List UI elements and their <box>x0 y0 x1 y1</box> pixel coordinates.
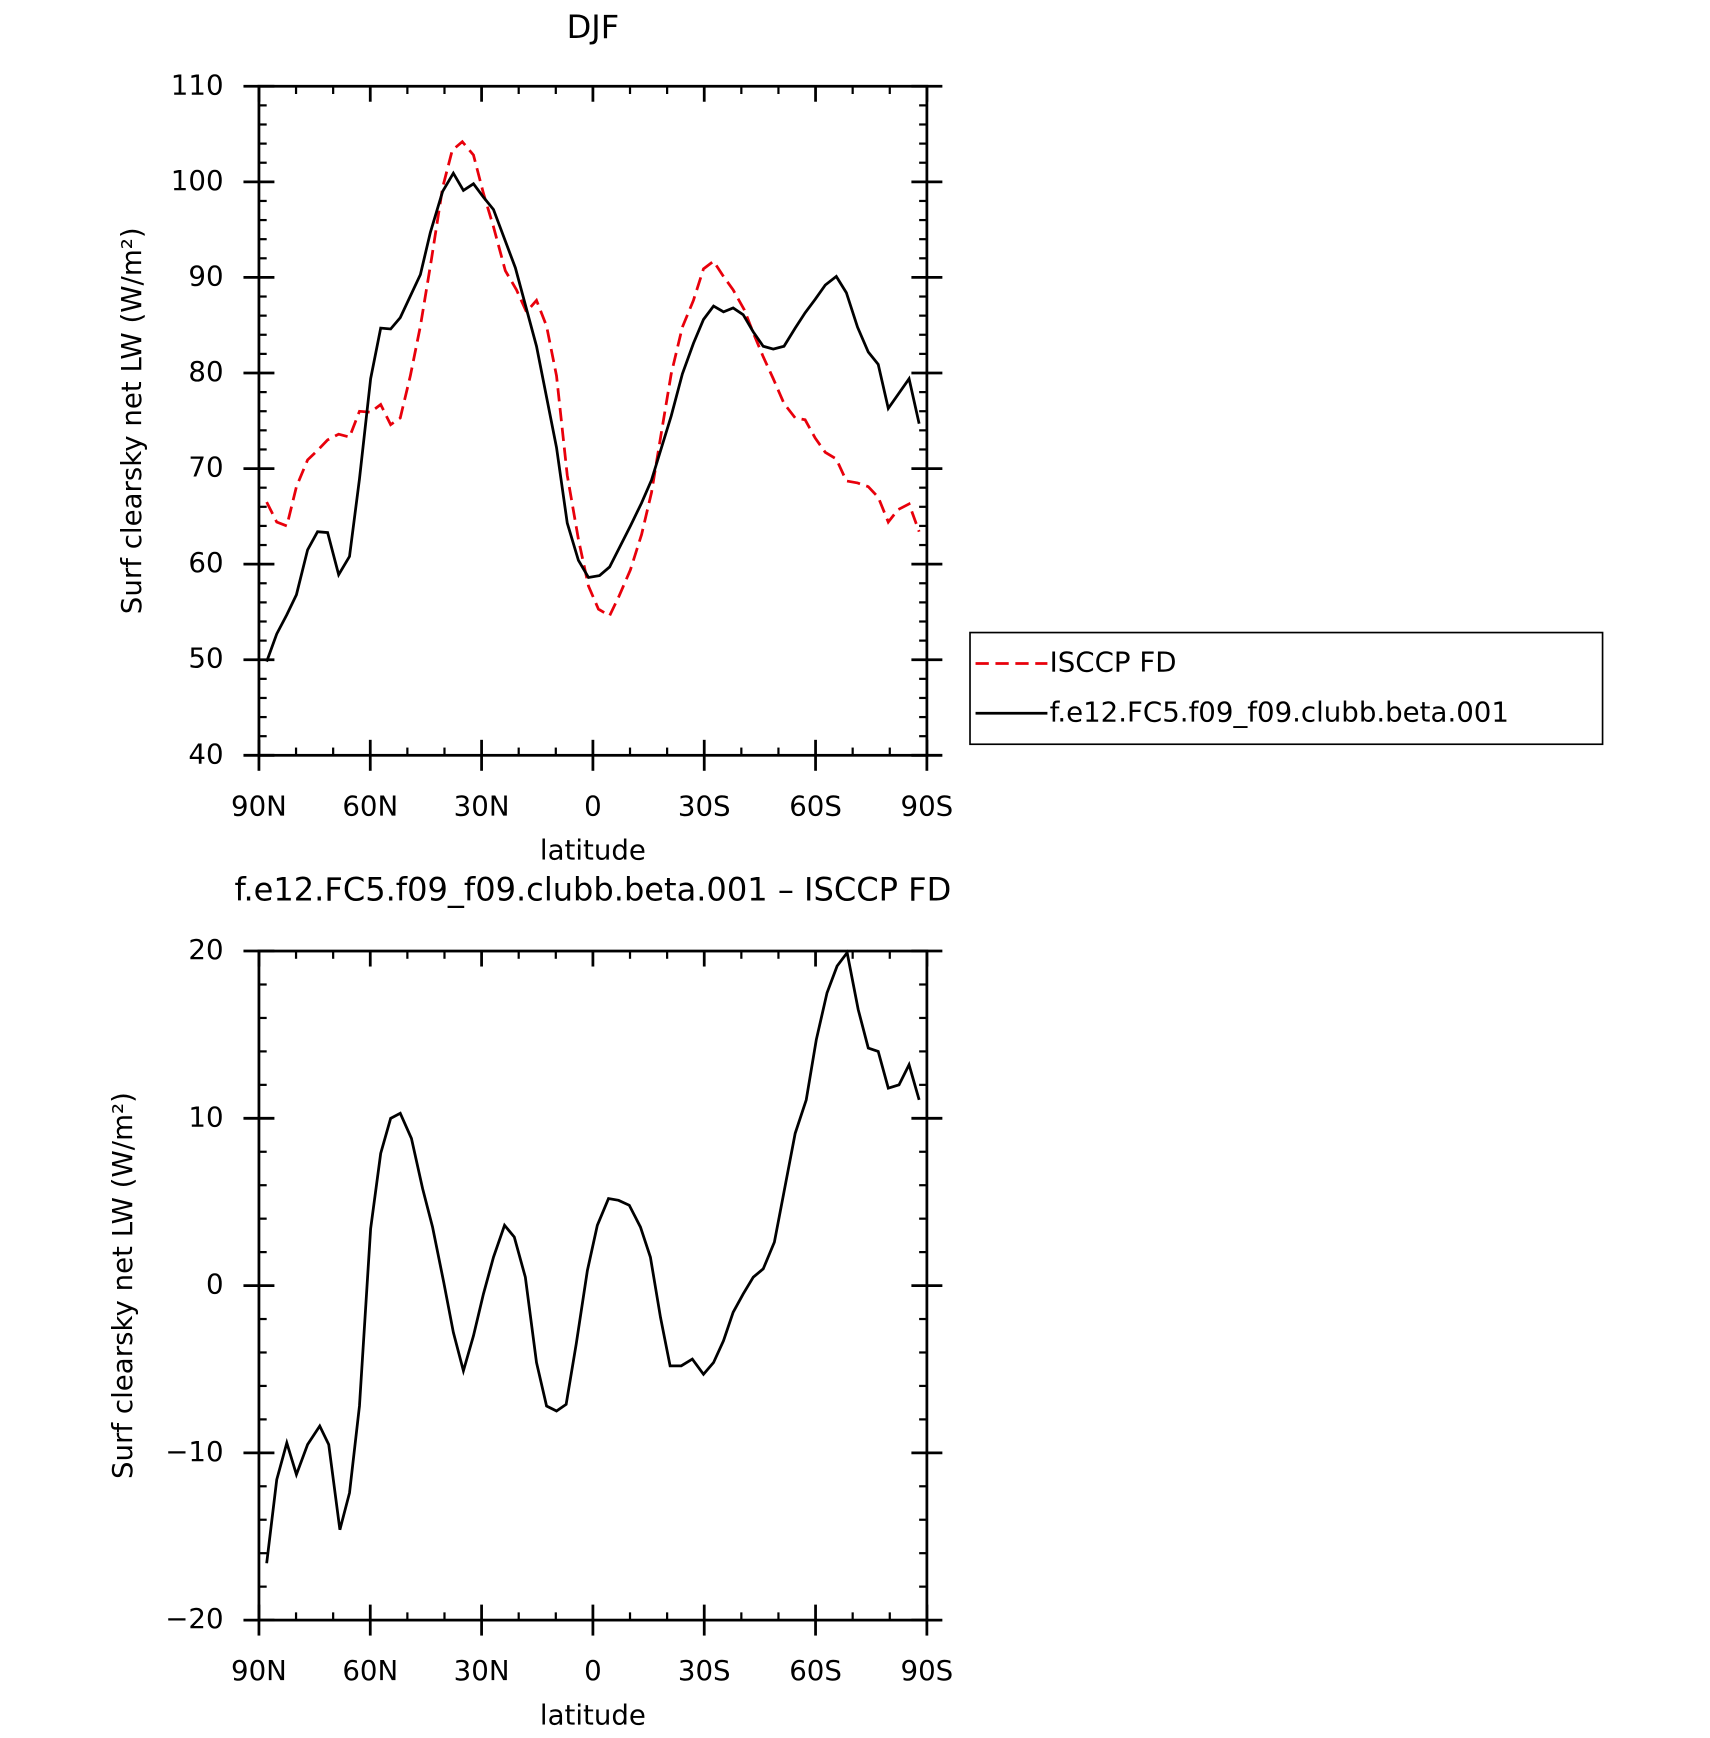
data-line <box>265 170 921 663</box>
x-tick-label: 60N <box>342 1654 398 1687</box>
x-axis-label: latitude <box>540 834 646 867</box>
chart-title: DJF <box>567 8 620 46</box>
y-tick-label: 70 <box>188 451 223 484</box>
y-axis-label: Surf clearsky net LW (W/m²) <box>115 227 148 614</box>
x-tick-label: 90S <box>901 789 954 822</box>
x-tick-label: 0 <box>584 789 602 822</box>
x-tick-label: 90S <box>901 1654 954 1687</box>
x-tick-label: 90N <box>231 1654 287 1687</box>
data-line <box>265 139 921 618</box>
x-tick-label: 30S <box>678 1654 731 1687</box>
data-line <box>265 949 921 1564</box>
x-tick-label: 30N <box>454 789 510 822</box>
legend-label: ISCCP FD <box>1050 646 1177 679</box>
x-tick-label: 60S <box>789 1654 842 1687</box>
x-axis-label: latitude <box>540 1698 646 1731</box>
legend-label: f.e12.FC5.f09_f09.clubb.beta.001 <box>1050 695 1509 728</box>
y-tick-label: −20 <box>165 1602 223 1635</box>
y-tick-label: 90 <box>188 259 223 292</box>
x-tick-label: 30N <box>454 1654 510 1687</box>
x-tick-label: 60N <box>342 789 398 822</box>
y-tick-label: 50 <box>188 642 223 675</box>
y-tick-label: 110 <box>171 68 224 101</box>
y-tick-label: 60 <box>188 546 223 579</box>
legend-box <box>969 631 1604 746</box>
y-tick-label: 80 <box>188 355 223 388</box>
y-tick-label: −10 <box>165 1435 223 1468</box>
plot-frame <box>257 949 929 1622</box>
y-tick-label: 100 <box>171 164 224 197</box>
x-tick-label: 0 <box>584 1654 602 1687</box>
chart-title: f.e12.FC5.f09_f09.clubb.beta.001 – ISCCP… <box>235 870 952 908</box>
x-tick-label: 90N <box>231 789 287 822</box>
y-tick-label: 0 <box>206 1268 224 1301</box>
x-tick-label: 60S <box>789 789 842 822</box>
plot-frame <box>257 84 929 757</box>
y-tick-label: 10 <box>188 1100 223 1133</box>
y-tick-label: 20 <box>188 933 223 966</box>
x-tick-label: 30S <box>678 789 731 822</box>
y-tick-label: 40 <box>188 737 223 770</box>
y-axis-label: Surf clearsky net LW (W/m²) <box>106 1092 139 1479</box>
